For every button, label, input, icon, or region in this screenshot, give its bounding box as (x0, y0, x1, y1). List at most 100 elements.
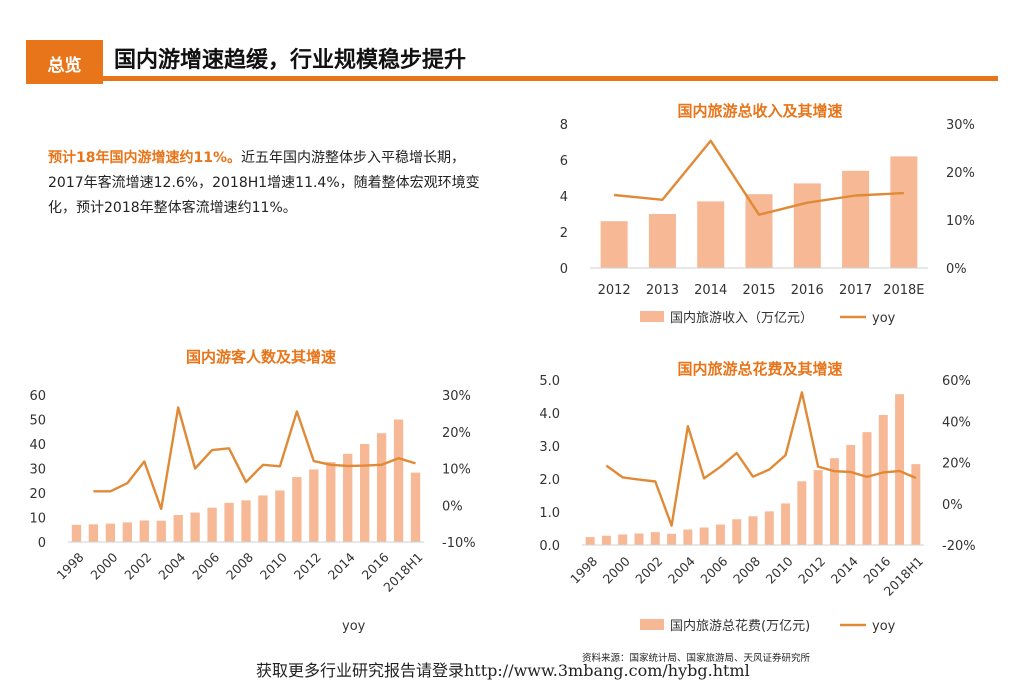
intro-highlight: 预计18年国内游增速约11%。 (48, 150, 241, 166)
bar (190, 512, 200, 542)
chart-title: 国内游客人数及其增速 (186, 348, 336, 366)
x-tick-label: 2002 (632, 554, 665, 587)
bar (224, 502, 234, 542)
bar (862, 432, 872, 545)
y2-tick-label: 30% (442, 389, 471, 404)
x-tick-label: 2010 (257, 549, 290, 582)
legend-line-label: yoy (872, 311, 896, 326)
y-tick-label: 60 (29, 389, 46, 404)
bar (745, 194, 773, 268)
bar (829, 458, 839, 545)
y-tick-label: 8 (560, 118, 568, 133)
chart-title: 国内旅游总花费及其增速 (677, 360, 842, 378)
bar (139, 520, 149, 542)
bar (88, 524, 99, 542)
bar (748, 516, 758, 545)
x-tick-label: 2008 (730, 553, 763, 586)
tourists-chart: 国内游客人数及其增速 0 10 20 30 40 50 60 -10% 0% 10% 20% 30% 19… (29, 348, 476, 634)
bar (343, 453, 353, 542)
bar (683, 529, 693, 545)
page-title: 国内游增速趋缓，行业规模稳步提升 (114, 48, 467, 73)
x-tick-label: 2014 (325, 549, 358, 582)
y-tick-label: 20 (29, 487, 46, 502)
bar (275, 490, 285, 542)
y-tick-label: 4.0 (539, 407, 560, 422)
bar (292, 477, 302, 542)
bar (715, 524, 725, 545)
bar (258, 495, 268, 542)
x-tick-label: 2012 (291, 550, 324, 583)
x-tick-label: 2000 (87, 549, 120, 582)
y-tick-label: 3.0 (539, 440, 560, 455)
x-tick-label: 2012 (795, 554, 828, 587)
bar (634, 533, 644, 545)
bar (585, 537, 595, 545)
bar (648, 214, 676, 268)
bar (697, 201, 725, 268)
yoy-line (93, 406, 416, 511)
bar (781, 503, 791, 545)
y2-tick-label: 10% (442, 463, 471, 478)
bar (71, 524, 82, 542)
y2-tick-label: 10% (946, 214, 975, 229)
y2-tick-label: -10% (442, 536, 476, 551)
source-note: 资料来源：国家统计局、国家旅游局、天风证券研究所 (582, 653, 811, 664)
bar (911, 464, 921, 545)
chart-title: 国内旅游总收入及其增速 (677, 102, 842, 120)
y-tick-label: 0 (560, 262, 568, 277)
bar (650, 532, 660, 545)
x-tick-label: 1998 (53, 549, 86, 582)
bar (813, 470, 823, 545)
y2-tick-label: 0% (442, 499, 463, 514)
y-tick-label: 6 (560, 154, 568, 169)
x-tick-label: 2006 (189, 549, 222, 582)
y-tick-label: 4 (560, 190, 568, 205)
y2-tick-label: 40% (942, 415, 971, 430)
legend-bar-swatch (640, 311, 664, 322)
bar (699, 527, 709, 545)
y-tick-label: 10 (29, 512, 46, 527)
bar (842, 170, 870, 268)
y2-tick-label: -20% (942, 539, 976, 554)
bar (173, 515, 183, 542)
bar (309, 469, 319, 542)
y2-tick-label: 0% (942, 498, 963, 513)
x-tick-label: 2013 (646, 283, 679, 298)
bar (122, 522, 132, 542)
x-tick-label: 2018E (883, 283, 924, 298)
bar (600, 221, 628, 268)
y2-tick-label: 30% (946, 118, 975, 133)
intro-text: 近五年国内游整体步入平稳增长期，2017年客流增速12.6%，2018H1增速1… (48, 150, 480, 216)
spending-chart: 国内旅游总花费及其增速 0.0 1.0 2.0 3.0 4.0 5.0 -20% 0% 20% 40… (539, 360, 976, 634)
bar (667, 533, 677, 545)
bar (764, 511, 774, 545)
y-tick-label: 2 (560, 226, 568, 241)
y-tick-label: 40 (29, 438, 46, 453)
x-tick-label: 2017 (839, 283, 872, 298)
bar (895, 394, 905, 545)
y2-tick-label: 0% (946, 262, 967, 277)
y-tick-label: 50 (29, 414, 46, 429)
x-tick-label: 1998 (567, 553, 600, 586)
bar (326, 462, 336, 542)
bar (105, 523, 116, 542)
revenue-chart: 国内旅游总收入及其增速 0 2 4 6 8 0% 10% 20% 30% 2012 2013 2014 2… (560, 102, 975, 326)
legend-bar-label: 国内旅游收入（万亿元） (670, 310, 813, 326)
x-tick-label: 2016 (791, 283, 824, 298)
bar (732, 519, 742, 545)
x-tick-label: 2012 (598, 283, 631, 298)
x-tick-label: 2006 (697, 553, 730, 586)
legend-line-label: yoy (872, 619, 896, 634)
y-tick-label: 30 (29, 463, 46, 478)
y-tick-label: 0.0 (539, 539, 560, 554)
bar (156, 520, 166, 542)
x-tick-label: 2004 (665, 553, 698, 586)
header-divider (26, 76, 998, 81)
x-tick-label: 2010 (763, 553, 796, 586)
x-tick-label: 2015 (742, 283, 775, 298)
y-tick-label: 2.0 (539, 473, 560, 488)
bar (410, 472, 421, 542)
bar (846, 445, 856, 545)
bar (393, 419, 404, 542)
bar (878, 414, 888, 545)
